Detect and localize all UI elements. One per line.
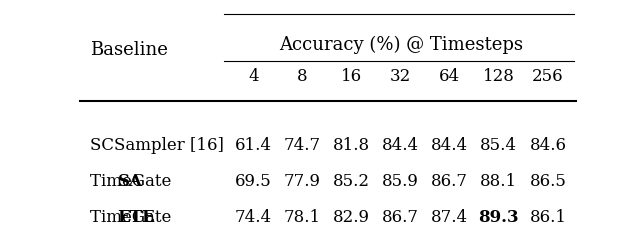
Text: 84.6: 84.6 [529,137,566,154]
Text: 8: 8 [297,68,308,85]
Text: 74.4: 74.4 [235,209,272,226]
Text: 256: 256 [532,68,564,85]
Text: 82.9: 82.9 [333,209,370,226]
Text: 84.4: 84.4 [382,137,419,154]
Text: ETE: ETE [118,209,156,226]
Text: 85.4: 85.4 [481,137,517,154]
Text: 84.4: 84.4 [431,137,468,154]
Text: SCSampler [16]: SCSampler [16] [90,137,224,154]
Text: 89.3: 89.3 [479,209,519,226]
Text: 64: 64 [439,68,460,85]
Text: 87.4: 87.4 [431,209,468,226]
Text: 86.7: 86.7 [431,173,468,190]
Text: SA: SA [118,173,143,190]
Text: 32: 32 [390,68,412,85]
Text: 88.1: 88.1 [480,173,517,190]
Text: 4: 4 [248,68,259,85]
Text: TimeGate: TimeGate [90,209,177,226]
Text: 86.1: 86.1 [529,209,566,226]
Text: 61.4: 61.4 [235,137,272,154]
Text: 86.5: 86.5 [529,173,566,190]
Text: 128: 128 [483,68,515,85]
Text: 74.7: 74.7 [284,137,321,154]
Text: 81.8: 81.8 [333,137,370,154]
Text: 85.9: 85.9 [382,173,419,190]
Text: Baseline: Baseline [90,41,168,59]
Text: 16: 16 [341,68,362,85]
Text: 85.2: 85.2 [333,173,370,190]
Text: Accuracy (%) @ Timesteps: Accuracy (%) @ Timesteps [278,35,523,54]
Text: 78.1: 78.1 [284,209,321,226]
Text: 86.7: 86.7 [382,209,419,226]
Text: TimeGate: TimeGate [90,173,177,190]
Text: 69.5: 69.5 [235,173,272,190]
Text: 77.9: 77.9 [284,173,321,190]
